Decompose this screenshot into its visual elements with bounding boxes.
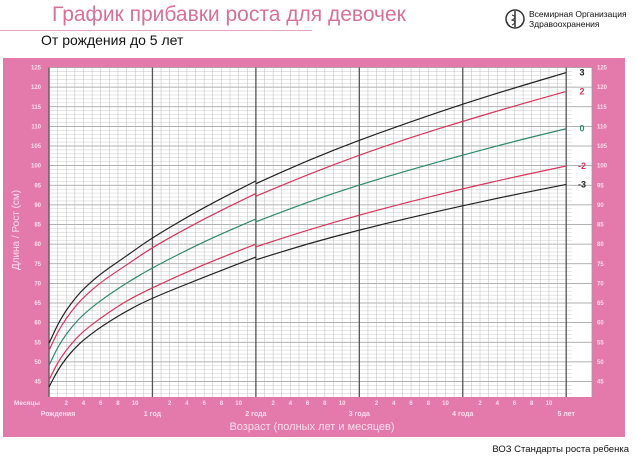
y-tick-label-right: 75 <box>597 262 604 268</box>
y-tick-label-left: 50 <box>34 360 41 366</box>
month-tick-label: 2 <box>478 401 482 407</box>
month-tick-label: 4 <box>392 401 396 407</box>
y-tick-label-right: 50 <box>597 360 604 366</box>
y-tick-label-right: 125 <box>597 66 608 72</box>
month-tick-label: 2 <box>65 401 69 407</box>
y-tick-label-left: 90 <box>34 203 41 209</box>
month-tick-label: 4 <box>289 401 293 407</box>
y-tick-label-left: 75 <box>34 262 41 268</box>
title-divider <box>0 30 312 31</box>
series-line-z-3 <box>255 183 567 261</box>
series-line-z-2 <box>255 165 567 248</box>
month-tick-label: 6 <box>99 401 103 407</box>
y-tick-label-right: 80 <box>597 242 604 248</box>
y-tick-label-left: 100 <box>31 164 42 170</box>
month-tick-label: 4 <box>82 401 86 407</box>
y-tick-label-right: 55 <box>597 340 604 346</box>
year-label: 3 года <box>349 411 370 418</box>
month-tick-label: 10 <box>132 401 139 407</box>
month-tick-label: 8 <box>323 401 327 407</box>
who-logo: Всемирная Организация Здравоохранения <box>504 8 627 30</box>
month-tick-label: 8 <box>220 401 224 407</box>
org-name-line2: Здравоохранения <box>529 19 600 29</box>
series-label: 3 <box>579 68 584 78</box>
month-tick-label: 10 <box>235 401 242 407</box>
series-label: -3 <box>578 179 586 189</box>
month-tick-label: 2 <box>168 401 172 407</box>
month-tick-label: 10 <box>339 401 346 407</box>
series-line-z0 <box>48 218 257 366</box>
series-line-z0 <box>255 128 567 223</box>
y-tick-label-right: 60 <box>597 321 604 327</box>
month-tick-label: 2 <box>375 401 379 407</box>
page-subtitle: От рождения до 5 лет <box>41 32 184 48</box>
y-tick-label-left: 80 <box>34 242 41 248</box>
series-line-z3 <box>255 72 567 185</box>
page-title: График прибавки роста для девочек <box>52 3 406 26</box>
series-label: 2 <box>579 86 584 96</box>
year-label: 5 лет <box>557 411 575 418</box>
y-tick-label-right: 105 <box>597 144 608 150</box>
series-line-z2 <box>255 90 567 197</box>
year-label: 1 год <box>144 411 162 418</box>
month-tick-label: 8 <box>427 401 431 407</box>
month-tick-label: 6 <box>202 401 206 407</box>
month-tick-label: 10 <box>442 401 449 407</box>
y-tick-label-right: 110 <box>597 124 607 130</box>
year-label: 2 года <box>245 411 266 418</box>
y-tick-label-left: 55 <box>34 340 41 346</box>
y-tick-label-right: 85 <box>597 223 604 229</box>
month-tick-label: 4 <box>185 401 189 407</box>
y-tick-label-left: 45 <box>34 380 41 386</box>
y-tick-label-left: 60 <box>34 321 41 327</box>
y-tick-label-left: 110 <box>31 124 41 130</box>
year-label: Рождения <box>41 411 76 418</box>
month-tick-label: 8 <box>530 401 534 407</box>
month-tick-label: 8 <box>116 401 120 407</box>
y-tick-label-left: 115 <box>31 105 41 111</box>
y-tick-label-right: 120 <box>597 85 608 91</box>
y-tick-label-left: 85 <box>34 223 41 229</box>
series-line-z3 <box>48 180 257 344</box>
x-unit-label: Месяцы <box>14 400 40 407</box>
y-tick-label-right: 65 <box>597 301 604 307</box>
org-name-line1: Всемирная Организация <box>529 9 627 19</box>
series-line-z2 <box>48 192 257 351</box>
y-tick-label-right: 45 <box>597 380 604 386</box>
y-tick-label-right: 90 <box>597 203 604 209</box>
x-axis-title: Возраст (полных лет и месяцев) <box>229 421 394 433</box>
month-tick-label: 10 <box>546 401 553 407</box>
footer-text: ВОЗ Стандарты роста ребенка <box>492 444 629 455</box>
y-tick-label-left: 105 <box>31 144 42 150</box>
month-tick-label: 4 <box>496 401 500 407</box>
month-tick-label: 6 <box>513 401 517 407</box>
year-label: 4 года <box>452 411 473 418</box>
month-tick-label: 6 <box>306 401 310 407</box>
y-tick-label-left: 120 <box>31 85 42 91</box>
y-axis-title: Длина / Рост (см) <box>11 190 22 270</box>
series-label: 0 <box>579 124 584 134</box>
y-tick-label-left: 70 <box>34 281 41 287</box>
series-line-z-3 <box>48 256 257 388</box>
y-tick-label-right: 100 <box>597 164 608 170</box>
y-tick-label-left: 65 <box>34 301 41 307</box>
month-tick-label: 2 <box>271 401 275 407</box>
y-tick-label-left: 95 <box>34 183 41 189</box>
series-label: -2 <box>578 161 586 171</box>
y-tick-label-right: 70 <box>597 281 604 287</box>
series-line-z-2 <box>48 243 257 381</box>
who-emblem-icon <box>505 9 525 29</box>
month-tick-label: 6 <box>409 401 413 407</box>
y-tick-label-left: 125 <box>31 66 42 72</box>
y-tick-label-right: 95 <box>597 183 604 189</box>
y-tick-label-right: 115 <box>597 105 607 111</box>
